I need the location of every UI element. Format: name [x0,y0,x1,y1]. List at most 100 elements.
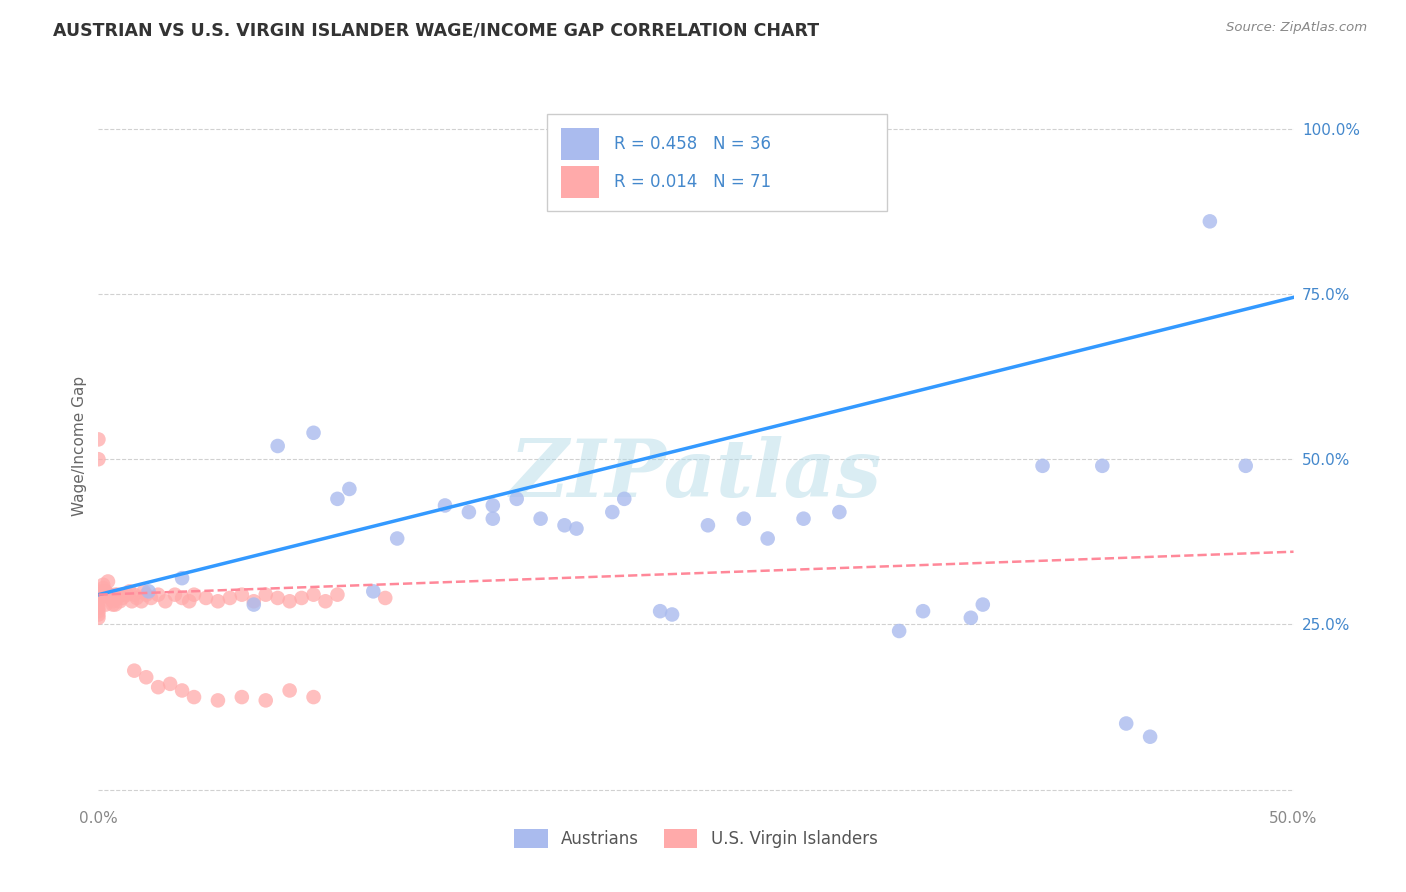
Point [889,624,911,638]
Point [231,690,253,704]
Point [434,499,457,513]
Point [1139,730,1161,744]
Point [91,588,114,602]
Point [972,598,994,612]
Text: AUSTRIAN VS U.S. VIRGIN ISLANDER WAGE/INCOME GAP CORRELATION CHART: AUSTRIAN VS U.S. VIRGIN ISLANDER WAGE/IN… [53,21,820,39]
Point [1199,214,1222,228]
Point [148,588,170,602]
Point [254,693,277,707]
Point [172,571,194,585]
Point [960,611,983,625]
Point [87,452,110,467]
Point [697,518,720,533]
Point [326,588,349,602]
Text: ZIPatlas: ZIPatlas [510,436,882,513]
Point [374,591,396,605]
Point [530,511,553,525]
Point [87,604,110,618]
Point [302,690,325,704]
Point [278,594,301,608]
Point [87,600,110,615]
Point [243,598,266,612]
Point [207,594,229,608]
Point [179,594,201,608]
FancyBboxPatch shape [561,166,599,198]
Point [326,491,349,506]
Point [302,425,325,440]
Point [87,591,110,605]
Point [172,591,194,605]
Point [135,588,157,602]
Point [155,594,177,608]
Point [107,591,129,605]
Point [278,683,301,698]
Point [231,588,253,602]
Point [91,578,114,592]
Point [98,591,122,605]
Point [87,598,110,612]
Point [118,584,141,599]
Point [94,588,117,602]
Point [87,588,110,602]
Point [87,607,110,622]
Point [172,683,194,698]
Point [183,690,205,704]
Point [111,591,134,605]
Point [661,607,683,622]
Text: R = 0.014   N = 71: R = 0.014 N = 71 [613,173,770,191]
Point [94,598,117,612]
Legend: Austrians, U.S. Virgin Islanders: Austrians, U.S. Virgin Islanders [508,822,884,855]
Point [104,598,127,612]
Point [131,594,153,608]
Point [87,433,110,447]
Point [101,598,124,612]
Point [91,581,114,595]
Point [163,588,186,602]
Point [90,588,112,602]
Point [291,591,314,605]
Point [125,591,148,605]
Point [87,611,110,625]
Point [139,591,162,605]
Text: R = 0.458   N = 36: R = 0.458 N = 36 [613,136,770,153]
Point [793,511,815,525]
Point [101,594,124,608]
Point [315,594,337,608]
Point [135,670,157,684]
Point [148,680,170,694]
Point [602,505,624,519]
Point [107,588,129,602]
Point [207,693,229,707]
Point [97,574,120,589]
Point [108,594,131,608]
Point [124,588,146,602]
Point [87,588,110,602]
Point [267,591,290,605]
Point [159,677,181,691]
Point [911,604,934,618]
Point [138,584,160,599]
Point [243,594,266,608]
Point [1234,458,1257,473]
Point [733,511,755,525]
Point [756,532,779,546]
Point [254,588,277,602]
Point [115,588,138,602]
Point [1032,458,1054,473]
Point [302,588,325,602]
Point [87,594,110,608]
Point [613,491,636,506]
Point [339,482,361,496]
Text: Source: ZipAtlas.com: Source: ZipAtlas.com [1226,21,1367,35]
Point [111,588,134,602]
Point [828,505,851,519]
Point [1091,458,1114,473]
Point [267,439,290,453]
Point [124,664,146,678]
Point [648,604,672,618]
Point [363,584,385,599]
Point [195,591,218,605]
Point [385,532,409,546]
Point [97,588,120,602]
FancyBboxPatch shape [561,128,599,160]
